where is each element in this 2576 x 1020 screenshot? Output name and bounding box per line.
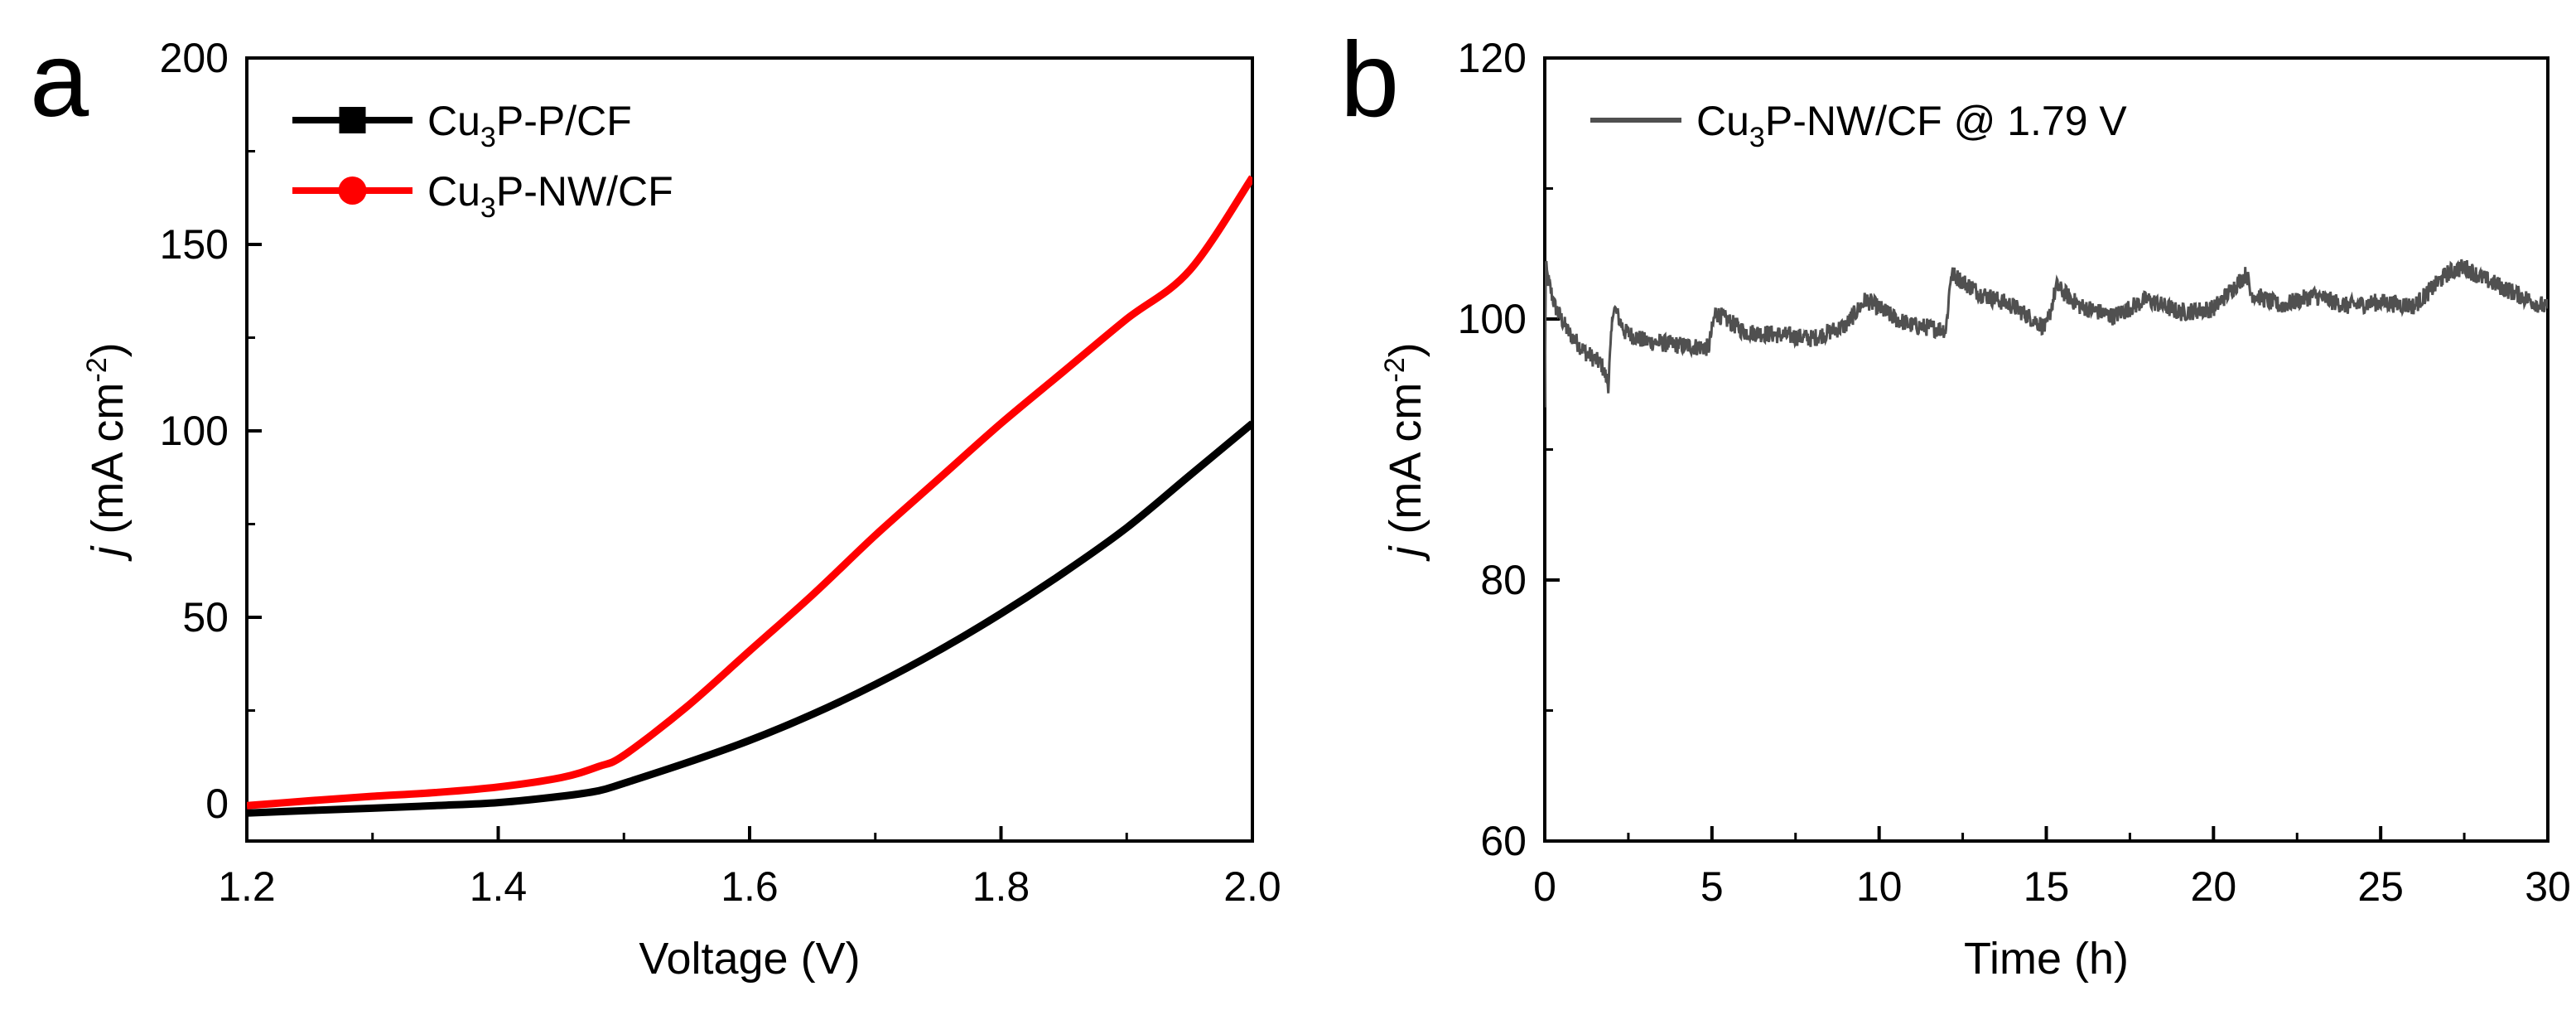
series-line-0 [247, 420, 1252, 817]
y-tick-label: 120 [1458, 35, 1527, 81]
legend-label-0-pre: Cu [427, 98, 480, 144]
y-tick-label: 150 [160, 221, 229, 268]
legend-label-0: Cu3P-P/CF [427, 98, 632, 153]
x-axis-title: Time (h) [1964, 934, 2129, 984]
panel-b: b 0 5 10 15 20 25 30 60 80 100 120 Time (h) j (mA cm-… [1340, 21, 2571, 984]
y-axis-title-var: j [83, 545, 133, 563]
x-tick-label: 0 [1533, 863, 1556, 910]
y-axis-title-var: j [1381, 545, 1430, 563]
y-tick-label: 60 [1480, 818, 1527, 864]
x-tick-label: 1.2 [218, 863, 276, 910]
y-axis-title-unit: (mA cm [1381, 383, 1430, 547]
x-tick-label: 5 [1700, 863, 1724, 910]
plot-frame [245, 56, 1254, 843]
legend-marker-square [339, 107, 366, 133]
plot-frame [1543, 56, 2549, 843]
legend-label-0-post: P-NW/CF @ 1.79 V [1765, 98, 2128, 144]
y-axis-title-close: ) [83, 342, 133, 357]
y-axis-title-unit: (mA cm [83, 383, 133, 547]
panel-letter-a: a [30, 21, 89, 139]
legend-label-1-post: P-NW/CF [496, 168, 673, 215]
x-tick-label: 2.0 [1223, 863, 1281, 910]
legend-marker-circle [338, 176, 367, 205]
panel-letter-b: b [1340, 21, 1399, 139]
y-axis-title-close: ) [1381, 342, 1430, 357]
x-tick-label: 1.6 [721, 863, 779, 910]
legend-label-0-sub: 3 [1749, 122, 1765, 153]
legend-label-0-sub: 3 [480, 122, 496, 153]
legend-label-0-post: P-P/CF [496, 98, 632, 144]
series-line-0 [1545, 259, 2548, 408]
y-tick-label: 80 [1480, 557, 1527, 603]
x-tick-label: 30 [2525, 863, 2571, 910]
x-axis-title: Voltage (V) [639, 934, 860, 984]
legend-label-0-pre: Cu [1696, 98, 1749, 144]
y-tick-label: 50 [182, 594, 229, 641]
y-tick-label: 100 [1458, 296, 1527, 342]
y-tick-label: 100 [160, 408, 229, 454]
legend-label-1-sub: 3 [480, 192, 496, 224]
y-tick-label: 200 [160, 35, 229, 81]
y-tick-label: 0 [205, 781, 229, 827]
x-tick-label: 15 [2024, 863, 2070, 910]
y-axis-title-exp: -2 [81, 357, 113, 382]
x-tick-label: 10 [1856, 863, 1903, 910]
x-tick-label: 1.8 [972, 863, 1030, 910]
panel-a: a 1.2 1.4 1.6 1.8 2.0 0 50 100 150 200 Voltage (V) j… [30, 21, 1281, 984]
series-line-1 [247, 175, 1252, 810]
x-tick-label: 20 [2191, 863, 2237, 910]
legend-label-0: Cu3P-NW/CF @ 1.79 V [1696, 98, 2127, 153]
legend-label-1-pre: Cu [427, 168, 480, 215]
x-tick-label: 1.4 [470, 863, 528, 910]
legend-label-1: Cu3P-NW/CF [427, 168, 673, 224]
y-axis-title-exp: -2 [1379, 357, 1411, 382]
y-axis-title: j (mA cm-2) [81, 342, 133, 562]
x-tick-label: 25 [2357, 863, 2404, 910]
y-axis-title: j (mA cm-2) [1379, 342, 1430, 562]
